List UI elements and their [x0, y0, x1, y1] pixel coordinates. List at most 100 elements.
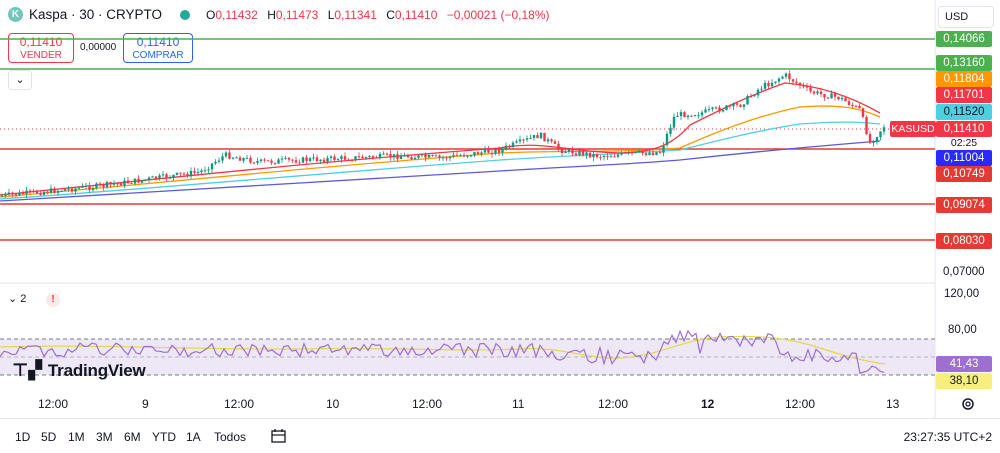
timeframe-6m[interactable]: 6M: [124, 430, 141, 444]
chevron-down-icon[interactable]: ⌄: [8, 70, 32, 90]
warning-icon[interactable]: !: [46, 293, 60, 307]
candle-body: [641, 150, 644, 154]
candle-body: [231, 157, 235, 159]
symbol-price-tag: KASUSD: [890, 121, 936, 137]
candle-body: [644, 153, 648, 155]
candle-body: [133, 178, 137, 184]
candle-body: [651, 152, 655, 155]
timeframe-1d[interactable]: 1D: [15, 430, 31, 444]
indicator-collapse-button[interactable]: ⌄ 2: [8, 293, 27, 305]
candle-body: [791, 79, 795, 82]
candle-body: [487, 149, 490, 153]
candle-body: [284, 157, 287, 159]
bar-countdown: 02:25: [950, 137, 978, 149]
candle-body: [532, 135, 536, 138]
high-value: 0,11473: [275, 8, 319, 22]
candle-body: [760, 88, 763, 90]
time-axis-tick: 9: [142, 397, 149, 411]
tradingview-logo[interactable]: ⊤▞ TradingView: [12, 360, 146, 381]
candle-body: [781, 76, 784, 79]
candle-body: [151, 176, 154, 178]
candle-body: [707, 109, 711, 111]
clock-timezone[interactable]: 23:27:35 UTC+2: [903, 430, 992, 444]
close-key: C: [386, 8, 395, 22]
candle-body: [196, 172, 200, 174]
candle-body: [714, 107, 718, 109]
candle-body: [116, 183, 119, 185]
candle-body: [539, 132, 543, 139]
symbol-title[interactable]: Kaspa · 30 · CRYPTO: [29, 7, 163, 22]
level-label[interactable]: 0,08030: [936, 233, 992, 249]
candle-body: [648, 152, 651, 155]
candle-body: [312, 157, 315, 159]
candle-body: [382, 153, 385, 155]
time-axis-tick: 12:00: [412, 397, 443, 411]
candle-body: [235, 157, 238, 159]
candle-body: [336, 159, 340, 161]
candle-body: [525, 138, 529, 140]
time-axis-tick: 12:00: [224, 397, 255, 411]
candle-body: [599, 157, 602, 159]
gear-icon[interactable]: [960, 396, 976, 412]
candle-body: [557, 143, 560, 150]
candle-body: [42, 191, 46, 195]
buy-button[interactable]: 0,11410 COMPRAR: [123, 33, 193, 63]
candle-body: [326, 157, 329, 162]
candle-body: [105, 182, 109, 187]
ema-cyan-label: 0,11520: [936, 104, 992, 120]
timeframe-1m[interactable]: 1M: [68, 430, 85, 444]
candle-body: [245, 157, 249, 159]
candle-body: [403, 155, 406, 157]
candle-body: [214, 161, 217, 164]
candlestick-series[interactable]: [0, 70, 886, 198]
candle-body: [518, 139, 522, 142]
time-axis-tick: 12: [701, 397, 715, 411]
level-label[interactable]: 0,09074: [936, 197, 992, 213]
candle-body: [368, 156, 371, 158]
candle-body: [515, 141, 518, 143]
candle-body: [154, 176, 158, 179]
level-label[interactable]: 0,14066: [936, 31, 992, 47]
candle-body: [777, 78, 781, 82]
calendar-range-icon[interactable]: [270, 428, 288, 444]
candle-body: [865, 117, 868, 135]
candle-body: [203, 170, 207, 172]
market-status-icon[interactable]: [180, 10, 190, 20]
candle-body: [623, 152, 627, 154]
candle-body: [455, 154, 459, 156]
timeframe-1a[interactable]: 1A: [186, 430, 201, 444]
candle-body: [830, 93, 833, 99]
candle-body: [693, 115, 697, 117]
candle-body: [553, 141, 557, 144]
level-label[interactable]: 0,10749: [936, 166, 992, 182]
candle-body: [144, 179, 147, 181]
timeframe-ytd[interactable]: YTD: [152, 430, 176, 444]
level-label[interactable]: 0,13160: [936, 55, 992, 71]
candle-body: [91, 188, 95, 190]
currency-selector[interactable]: USD: [938, 6, 994, 28]
candle-body: [606, 156, 609, 158]
candle-body: [224, 152, 228, 157]
candle-body: [424, 154, 427, 158]
candle-body: [70, 188, 74, 192]
candle-body: [420, 154, 424, 156]
candle-body: [746, 96, 749, 105]
candle-body: [175, 172, 179, 175]
candle-body: [588, 152, 592, 158]
timeframe-all[interactable]: Todos: [214, 430, 247, 444]
candle-body: [826, 97, 830, 99]
timeframe-3m[interactable]: 3M: [96, 430, 113, 444]
candle-body: [452, 154, 455, 157]
rsi-ma-line: [0, 335, 886, 365]
candle-body: [609, 156, 613, 158]
candle-body: [266, 160, 270, 162]
candle-body: [102, 184, 105, 187]
candle-body: [364, 157, 368, 159]
bottom-toolbar: 1D 5D 1M 3M 6M YTD 1A Todos 23:27:35 UTC…: [0, 418, 1000, 453]
candle-body: [466, 155, 469, 157]
timeframe-5d[interactable]: 5D: [41, 430, 57, 444]
candle-body: [620, 152, 623, 155]
candle-body: [550, 139, 553, 142]
candle-body: [305, 157, 308, 162]
